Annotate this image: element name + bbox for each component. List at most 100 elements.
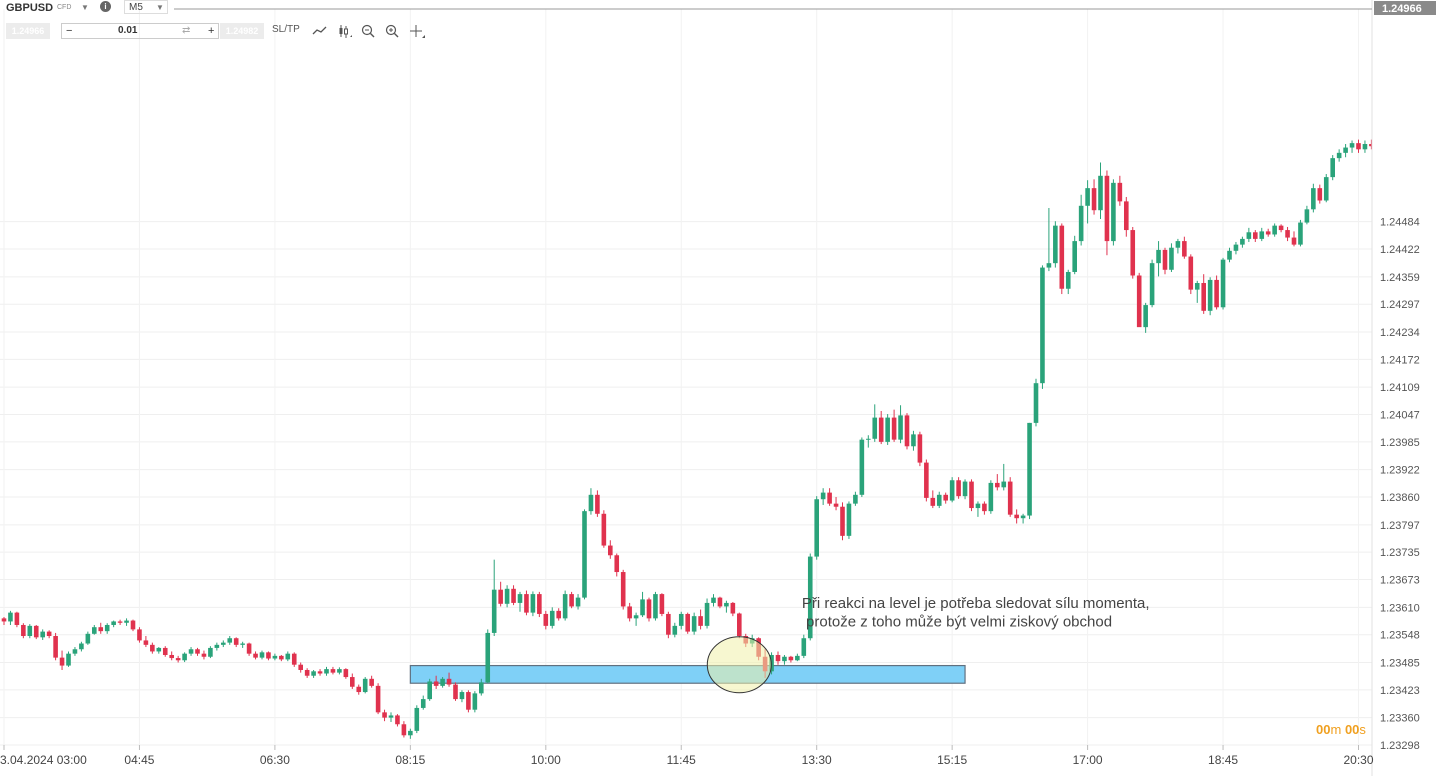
candle-body [930,497,936,506]
candle-body [575,597,581,607]
candle [969,479,974,512]
candle [498,581,503,607]
candle [1,617,7,625]
candle [1233,241,1239,255]
candle-body [285,653,291,660]
candle-body [956,480,961,497]
timeframe-dropdown-icon[interactable]: ▼ [156,3,164,12]
candle [382,709,387,722]
candle [704,598,710,629]
quantity-value[interactable]: 0.01 [118,25,138,36]
candle-body [214,644,220,648]
candle [1059,223,1065,295]
candle [666,611,671,639]
price-tick-label: 1.23548 [1380,630,1420,642]
zoom-in-icon[interactable] [385,24,399,38]
candle [717,596,723,609]
candle-body [698,616,703,626]
candle-body [150,644,155,652]
candle-body [40,631,45,638]
candle [1188,254,1194,295]
candle [1169,243,1174,272]
info-icon[interactable]: i [100,1,111,12]
candle-body [79,643,84,650]
candle [53,632,58,661]
sltp-button[interactable]: SL/TP [272,24,300,35]
candle-body [1033,383,1039,423]
buy-price-button[interactable]: 1.24982 [220,23,264,39]
candle [8,610,13,625]
candle [711,594,716,607]
symbol-label[interactable]: GBPUSD [6,2,54,14]
candle [1214,275,1219,310]
candle-body [1007,481,1013,515]
candle [446,672,452,687]
candle [1143,302,1148,333]
current-price-tag [1374,1,1436,15]
candle-body [440,678,445,686]
price-tick-label: 1.24172 [1380,354,1420,366]
minus-button[interactable]: − [66,25,73,37]
candle-body [1136,275,1142,328]
candle [369,675,374,688]
candle-body [1311,188,1316,210]
candle [1285,226,1290,242]
candle-body [485,632,491,683]
time-tick-label: 08:15 [395,753,425,767]
candle-body [298,664,303,670]
sell-price-button[interactable]: 1.24966 [6,23,50,39]
candle [485,629,491,684]
candle-body [904,415,910,447]
candle-body [453,684,458,700]
symbol-dropdown-icon[interactable]: ▼ [81,3,89,12]
candle [14,611,20,628]
candle-body [530,594,536,613]
candle-body [1291,237,1297,245]
swap-icon[interactable]: ⇄ [182,25,191,36]
candle [324,666,329,676]
candle-body [562,594,568,619]
candle [285,651,291,662]
candle [995,474,1000,491]
candle [1253,230,1258,242]
price-tick-label: 1.24234 [1380,327,1420,339]
quantity-stepper[interactable]: − 0.01 ⇄ + [61,23,219,39]
candle-body [620,572,626,607]
candle-body [1323,177,1329,201]
crosshair-icon[interactable] [410,25,425,38]
candle [1053,221,1058,268]
candle [111,620,116,628]
candle-body [885,417,890,442]
candle-body [169,654,174,659]
candle [1014,509,1019,524]
candle [72,647,78,656]
time-axis: 3.04.2024 03:00 04:45 06:30 08:15 10:00 11:45… [0,745,1374,767]
candle-body [1220,259,1226,308]
candle-body [1098,175,1103,211]
candle-body [1349,143,1355,148]
candle [311,669,316,678]
candle-body [117,621,123,623]
candle [343,668,349,679]
candle-body [1046,263,1052,268]
candle [833,497,839,511]
line-chart-icon[interactable] [312,26,327,35]
timer-seconds: 00 [1344,722,1360,737]
candle-body [85,633,91,644]
zoom-out-icon[interactable] [361,24,375,38]
candle-body [1272,225,1277,235]
plus-button[interactable]: + [208,25,215,37]
candle [1227,247,1232,263]
candles-icon[interactable] [339,25,353,38]
candle [562,590,568,621]
candle [517,591,523,612]
candle [1220,257,1226,310]
candle-body [717,597,723,607]
candle-body [1343,147,1348,153]
candle [975,501,981,517]
candle-body [1233,244,1239,251]
candle [730,602,736,617]
timeframe-select[interactable]: M5 [124,0,168,14]
candle [156,647,162,654]
